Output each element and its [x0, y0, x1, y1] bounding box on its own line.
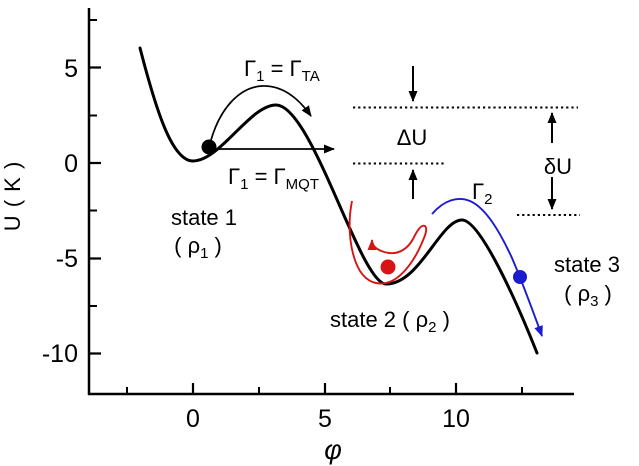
x-axis-title: φ	[324, 435, 342, 465]
state-2-group: state 2 ( ρ2 )	[330, 200, 450, 336]
rate2-label: Γ2	[472, 179, 492, 208]
thermal-activation-arrow	[210, 85, 312, 141]
potential-curve	[138, 46, 539, 355]
rho-open: ( ρ	[174, 233, 200, 258]
state-1-group: Γ1 = ΓTA Γ1 = ΓMQT state 1 ( ρ1 )	[171, 56, 335, 262]
rho-close: )	[208, 233, 221, 258]
y-major-ticks	[89, 66, 101, 355]
gamma-subscript: 1	[240, 176, 248, 193]
x-axis: 0 5 10 φ	[88, 383, 574, 465]
state3-rho-label: ( ρ3 )	[564, 281, 612, 310]
equals-gamma: = Γ	[264, 56, 301, 81]
y-tick-label-5: 5	[64, 55, 78, 83]
gamma-symbol: Γ	[244, 56, 256, 81]
state3-title: state 3	[554, 252, 620, 277]
rho-close: )	[598, 281, 611, 306]
escape-to-running-state-arrow	[431, 198, 543, 337]
y-minor-ticks	[89, 19, 97, 307]
rho-subscript: 2	[428, 319, 436, 336]
rho-open: ( ρ	[564, 281, 590, 306]
state2-label: state 2 ( ρ2 )	[330, 307, 450, 336]
gamma-subscript: 2	[484, 191, 492, 208]
x-tick-label-10: 10	[442, 405, 470, 433]
state1-title: state 1	[171, 205, 237, 230]
mqt-subscript: MQT	[286, 176, 319, 193]
rho-subscript: 3	[590, 293, 598, 310]
retrapping-oscillation-arrow	[348, 200, 428, 285]
state2-dot	[380, 259, 396, 275]
rho-close: )	[436, 307, 449, 332]
gamma-symbol: Γ	[228, 164, 240, 189]
y-tick-label-0: 0	[64, 150, 78, 178]
x-major-ticks	[191, 383, 458, 394]
state1-dot	[201, 139, 217, 155]
x-minor-ticks	[126, 387, 523, 394]
y-tick-label-neg10: -10	[42, 340, 78, 368]
ta-subscript: TA	[302, 68, 320, 85]
energy-level-annotations: ΔU δU	[353, 66, 580, 216]
gamma-symbol: Γ	[472, 179, 484, 204]
equals-gamma: = Γ	[248, 164, 285, 189]
small-delta-u-label: δU	[544, 154, 572, 179]
gamma-subscript: 1	[256, 68, 264, 85]
rho-subscript: 1	[200, 245, 208, 262]
state3-dot	[513, 270, 527, 284]
y-axis-title: U ( K )	[0, 161, 25, 232]
rate1-mqt-label: Γ1 = ΓMQT	[228, 164, 319, 193]
state2-text: state 2 ( ρ	[330, 307, 428, 332]
x-tick-label-5: 5	[318, 405, 332, 433]
state1-rho-label: ( ρ1 )	[174, 233, 222, 262]
x-tick-label-0: 0	[186, 405, 200, 433]
state-3-group: Γ2 state 3 ( ρ3 )	[431, 179, 620, 337]
rate1-ta-label: Γ1 = ΓTA	[244, 56, 320, 85]
delta-u-label: ΔU	[397, 125, 428, 150]
y-tick-label-neg5: -5	[56, 245, 78, 273]
y-axis: 5 0 -5 -10 U ( K )	[0, 8, 101, 395]
